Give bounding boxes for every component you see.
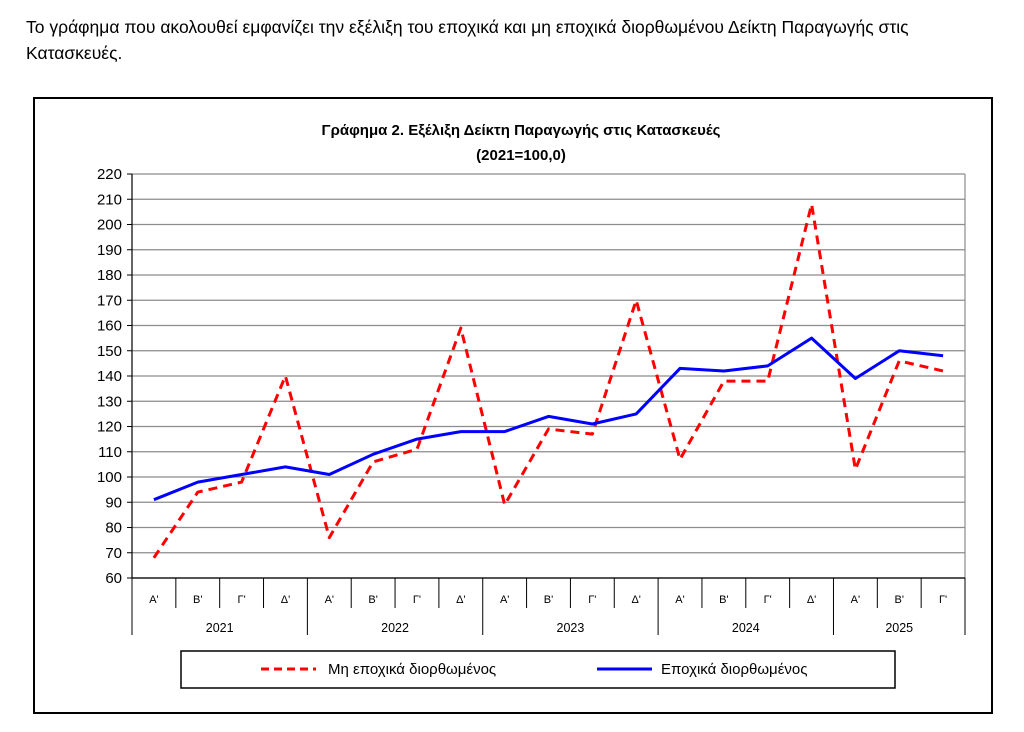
y-tick-label: 170 [97, 292, 122, 309]
x-tick-label: Α' [149, 594, 158, 606]
chart-subtitle: (2021=100,0) [476, 147, 566, 164]
chart-title: Γράφημα 2. Εξέλιξη Δείκτη Παραγωγής στις… [322, 122, 721, 139]
x-tick-label: Β' [895, 594, 904, 606]
x-group-label: 2021 [206, 621, 234, 635]
intro-paragraph: Το γράφημα που ακολουθεί εμφανίζει την ε… [26, 17, 909, 63]
legend: Μη εποχικά διορθωμένος Εποχικά διορθωμένο… [180, 650, 896, 689]
grid-lines [132, 173, 966, 579]
x-tick-label: Α' [675, 594, 684, 606]
chart-frame: Γράφημα 2. Εξέλιξη Δείκτη Παραγωγής στις… [33, 97, 993, 714]
x-tick-label: Γ' [764, 594, 772, 606]
legend-label: Εποχικά διορθωμένος [661, 661, 807, 678]
x-tick-label: Α' [325, 594, 334, 606]
y-tick-label: 100 [97, 469, 122, 486]
x-tick-label: Α' [500, 594, 509, 606]
x-group-label: 2023 [557, 621, 585, 635]
x-axis: Α' Β' Γ' Δ' Α' Β' Γ' Δ' Α' Β' Γ' Δ' Α' Β' Γ' Δ' Α' Β' Γ' 20… [131, 577, 966, 635]
x-tick-label: Δ' [281, 594, 290, 606]
x-tick-label: Δ' [456, 594, 465, 606]
x-tick-label: Δ' [807, 594, 816, 606]
x-tick-label: Β' [719, 594, 728, 606]
y-tick-label: 150 [97, 343, 122, 360]
x-tick-label: Δ' [631, 594, 640, 606]
y-tick-label: 220 [97, 166, 122, 183]
x-group-label: 2025 [885, 621, 913, 635]
y-tick-label: 70 [105, 545, 122, 562]
y-tick-label: 120 [97, 419, 122, 436]
x-tick-label: Α' [851, 594, 860, 606]
x-tick-label: Β' [368, 594, 377, 606]
y-tick-label: 60 [105, 570, 122, 587]
x-tick-label: Γ' [238, 594, 246, 606]
y-tick-label: 160 [97, 318, 122, 335]
x-tick-label: Β' [193, 594, 202, 606]
y-tick-label: 140 [97, 368, 122, 385]
y-tick-label: 130 [97, 393, 122, 410]
y-tick-label: 200 [97, 217, 122, 234]
y-tick-label: 90 [105, 494, 122, 511]
x-group-label: 2022 [381, 621, 409, 635]
y-tick-label: 190 [97, 242, 122, 259]
series-line-non-seasonally-adjusted [152, 202, 944, 559]
x-group-label: 2024 [732, 621, 760, 635]
legend-label: Μη εποχικά διορθωμένος [328, 661, 496, 678]
y-tick-label: 210 [97, 191, 122, 208]
x-tick-label: Γ' [588, 594, 596, 606]
y-axis: 60 70 80 90 100 110 120 130 140 150 160 170 180 190 20… [97, 166, 133, 587]
x-tick-label: Β' [544, 594, 553, 606]
y-tick-label: 180 [97, 267, 122, 284]
x-tick-label: Γ' [939, 594, 947, 606]
y-tick-label: 80 [105, 520, 122, 537]
series-line-seasonally-adjusted [153, 336, 944, 502]
line-chart: Γράφημα 2. Εξέλιξη Δείκτη Παραγωγής στις… [97, 122, 966, 689]
x-tick-label: Γ' [413, 594, 421, 606]
y-tick-label: 110 [98, 444, 122, 461]
series-lines [152, 202, 944, 559]
